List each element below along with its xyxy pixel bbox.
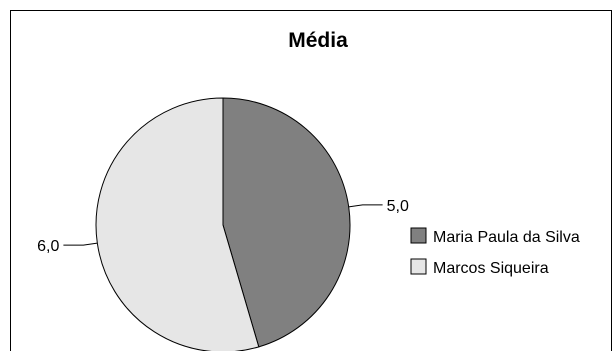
pie-slices [95, 97, 351, 353]
leader-line-2 [63, 242, 98, 246]
legend-swatch-1 [410, 227, 427, 244]
data-label-2: 6,0 [37, 238, 59, 255]
chart-title: Média [288, 29, 348, 52]
data-labels: 5,0 6,0 [37, 198, 409, 255]
leader-line-1 [348, 204, 383, 208]
pie-slice-2 [95, 97, 260, 353]
data-label-1: 5,0 [387, 198, 409, 215]
legend-swatch-2 [410, 258, 427, 275]
legend-label-2: Marcos Siqueira [433, 260, 549, 277]
legend: Maria Paula da Silva Marcos Siqueira [410, 227, 580, 277]
pie-slice-1 [222, 97, 351, 348]
legend-label-1: Maria Paula da Silva [433, 229, 580, 246]
